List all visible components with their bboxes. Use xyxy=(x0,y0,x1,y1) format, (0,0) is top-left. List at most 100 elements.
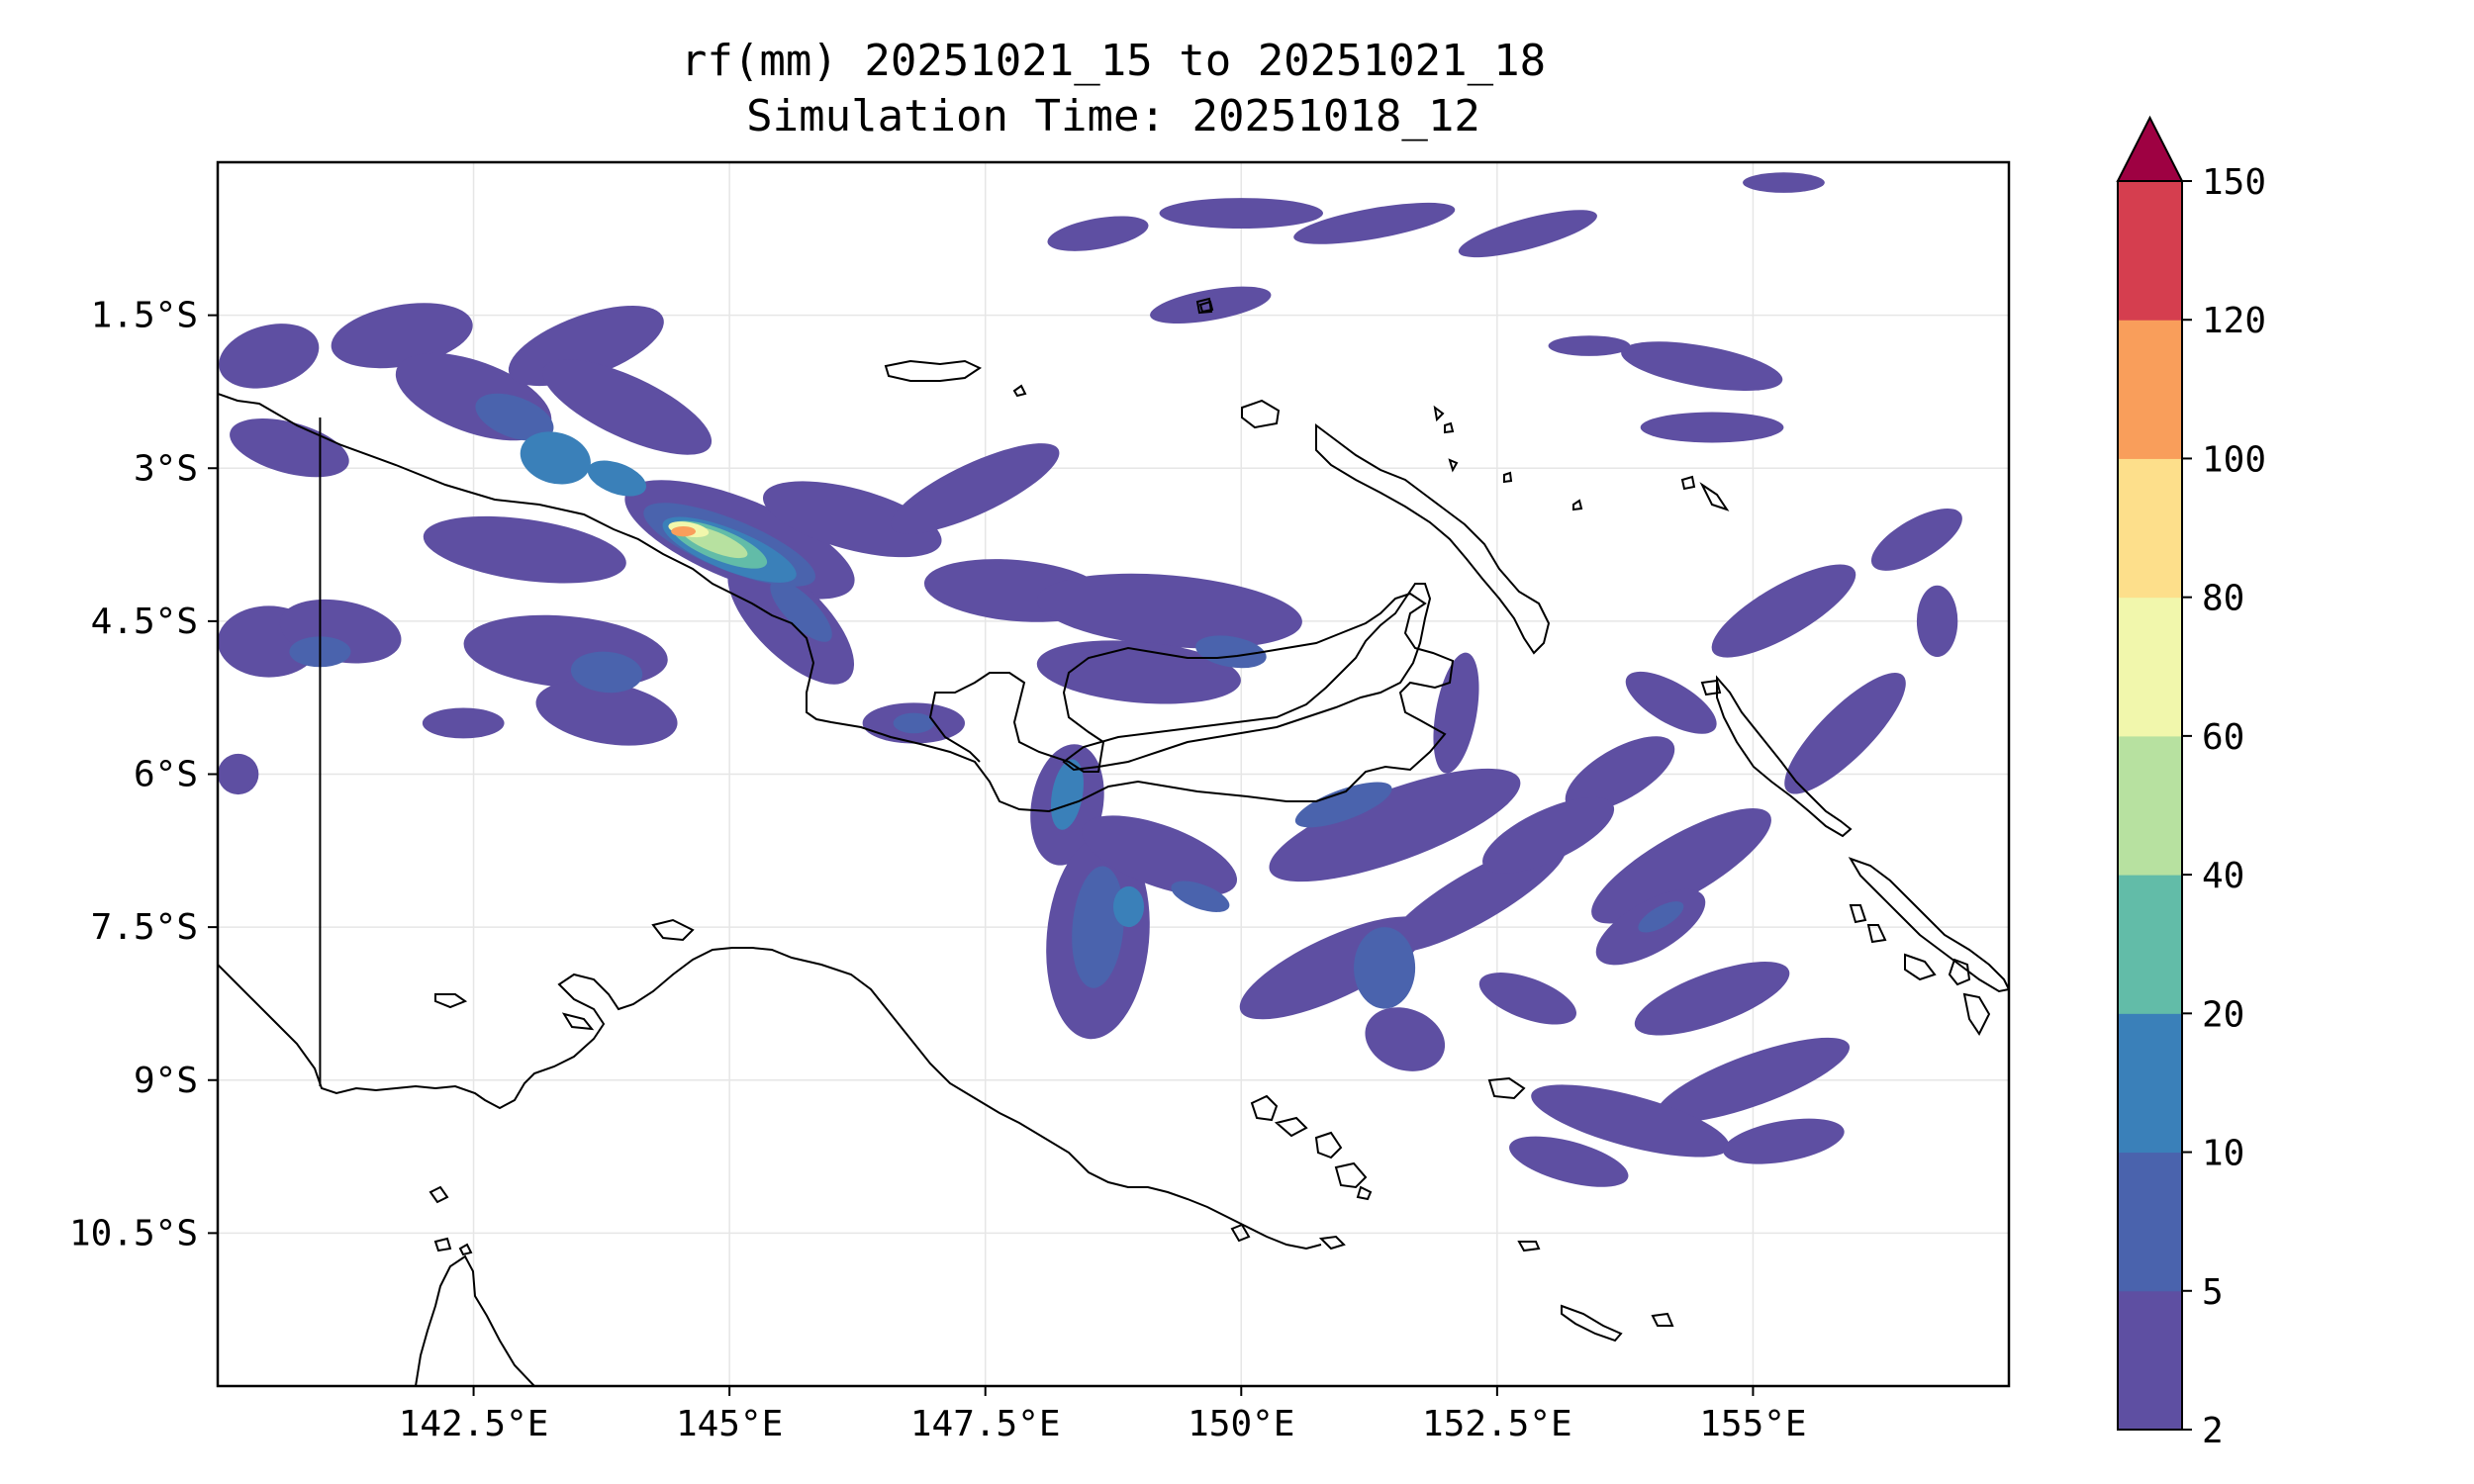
rainfall-cell xyxy=(1743,172,1825,193)
rainfall-cell xyxy=(1591,808,1771,924)
rainfall-cell xyxy=(1365,1007,1446,1071)
coastline-new-guinea xyxy=(218,393,1455,813)
rainfall-cell xyxy=(1050,759,1084,830)
rainfall-cell xyxy=(893,712,934,734)
latitude-axis: 1.5°S 3°S 4.5°S 6°S 7.5°S 9°S 10.5°S xyxy=(69,296,218,1253)
rainfall-cell xyxy=(1548,335,1631,356)
rainfall-cell xyxy=(423,515,626,584)
colorbar-segment xyxy=(2118,597,2182,737)
coastline-manus xyxy=(884,359,983,382)
coastline-small-islands-north xyxy=(1012,297,1583,511)
rainfall-cell xyxy=(1509,1136,1629,1187)
y-tick-label: 7.5°S xyxy=(91,907,198,948)
colorbar-segment xyxy=(2118,1290,2182,1431)
rainfall-cell xyxy=(219,324,320,389)
x-tick-label: 150°E xyxy=(1188,1404,1294,1444)
rainfall-cell xyxy=(671,526,697,537)
rainfall-cell xyxy=(1784,672,1906,794)
colorbar-segment xyxy=(2118,875,2182,1014)
colorbar-tick-label: 40 xyxy=(2202,856,2244,896)
rainfall-cell xyxy=(770,580,832,642)
colorbar-frame xyxy=(2117,180,2183,1431)
coastline-bougainville xyxy=(1716,675,1853,838)
rainfall-cell xyxy=(1565,736,1675,812)
rainfall-cell xyxy=(1634,962,1790,1036)
rainfall-cell xyxy=(422,707,505,739)
rainfall-cell xyxy=(218,753,259,795)
x-tick-label: 147.5°E xyxy=(910,1404,1061,1444)
rainfall-cell xyxy=(1625,671,1717,734)
colorbar-segment xyxy=(2118,1013,2182,1154)
y-tick-label: 6°S xyxy=(134,755,198,795)
rainfall-cell xyxy=(1433,652,1479,774)
coastline-solomon-islands xyxy=(1848,857,2009,1036)
y-tick-label: 3°S xyxy=(134,448,198,489)
rainfall-cell xyxy=(1036,573,1302,649)
coastline-south-new-guinea xyxy=(218,947,1322,1251)
coastline-western-solomons xyxy=(1849,904,1887,944)
rainfall-cell xyxy=(1723,1118,1845,1164)
map-title-line-2: Simulation Time: 20251018_12 xyxy=(746,91,1480,141)
coastline-gulf-islands xyxy=(434,918,695,1031)
rainfall-cell xyxy=(1195,635,1267,669)
rainfall-cell xyxy=(1113,885,1145,928)
y-tick-label: 10.5°S xyxy=(69,1213,198,1253)
rainfall-cell xyxy=(520,431,591,485)
x-tick-label: 142.5°E xyxy=(399,1404,549,1444)
rainfall-cell xyxy=(570,651,643,694)
rainfall-cell xyxy=(542,359,713,455)
coastline-mussau xyxy=(1241,399,1281,429)
colorbar-segment xyxy=(2118,735,2182,876)
rainfall-cell xyxy=(1638,901,1684,933)
rainfall-cell xyxy=(1036,640,1241,704)
rainfall-cell xyxy=(1458,210,1597,258)
colorbar-segment xyxy=(2118,320,2182,459)
colorbar-tick-label: 80 xyxy=(2202,579,2244,619)
colorbar-extend-arrow xyxy=(2116,115,2184,182)
colorbar-tick-label: 20 xyxy=(2202,994,2244,1035)
rainfall-cell xyxy=(1293,202,1456,244)
coastline-eastern-islands xyxy=(1230,1076,1674,1343)
rainfall-cell xyxy=(1294,782,1392,828)
coastlines xyxy=(218,297,2009,1386)
rainfall-cell xyxy=(1711,564,1856,658)
x-tick-label: 152.5°E xyxy=(1422,1404,1572,1444)
rainfall-cell xyxy=(1171,881,1230,912)
rainfall-cell xyxy=(762,481,942,558)
coastline-hermit-islands xyxy=(1198,300,1730,511)
rainfall-cell xyxy=(1478,973,1576,1025)
rainfall-contours xyxy=(218,172,1962,1187)
coastline-buka xyxy=(1700,679,1722,696)
colorbar-segment xyxy=(2118,458,2182,599)
x-tick-label: 155°E xyxy=(1699,1404,1806,1444)
rainfall-cell xyxy=(1916,585,1958,657)
rainfall-cell xyxy=(1640,412,1784,443)
x-tick-label: 145°E xyxy=(676,1404,783,1444)
colorbar-tick-label: 150 xyxy=(2202,162,2266,203)
coastline-cape-york xyxy=(415,1254,535,1386)
colorbar-tick-label: 100 xyxy=(2202,439,2266,480)
longitude-axis: 142.5°E 145°E 147.5°E 150°E 152.5°E 155°E xyxy=(399,1386,1807,1444)
rainfall-cell xyxy=(1047,216,1149,251)
rainfall-cell xyxy=(1082,815,1238,896)
rainfall-cell xyxy=(535,680,678,746)
colorbar-tick-label: 60 xyxy=(2202,717,2244,758)
y-tick-label: 9°S xyxy=(134,1061,198,1101)
map-title-line-1: rf(mm) 20251021_15 to 20251021_18 xyxy=(680,36,1547,86)
colorbar-tick-label: 2 xyxy=(2202,1411,2224,1451)
rainfall-cell xyxy=(230,418,349,478)
rainfall-cell xyxy=(331,303,473,369)
rainfall-cell xyxy=(1870,508,1962,571)
rainfall-cell xyxy=(475,393,554,441)
colorbar-tick-label: 5 xyxy=(2202,1272,2224,1313)
colorbar-tick-label: 10 xyxy=(2202,1134,2244,1174)
rainfall-cell xyxy=(1269,768,1521,882)
y-tick-label: 4.5°S xyxy=(91,602,198,642)
rainfall-cell xyxy=(1072,866,1124,988)
colorbar-tick-label: 120 xyxy=(2202,301,2266,341)
rainfall-cell xyxy=(1482,796,1615,874)
y-tick-label: 1.5°S xyxy=(91,296,198,336)
coastline-torres-islands xyxy=(428,1185,473,1256)
colorbar: 2 5 10 20 40 60 80 100 120 150 xyxy=(2116,115,2266,1451)
